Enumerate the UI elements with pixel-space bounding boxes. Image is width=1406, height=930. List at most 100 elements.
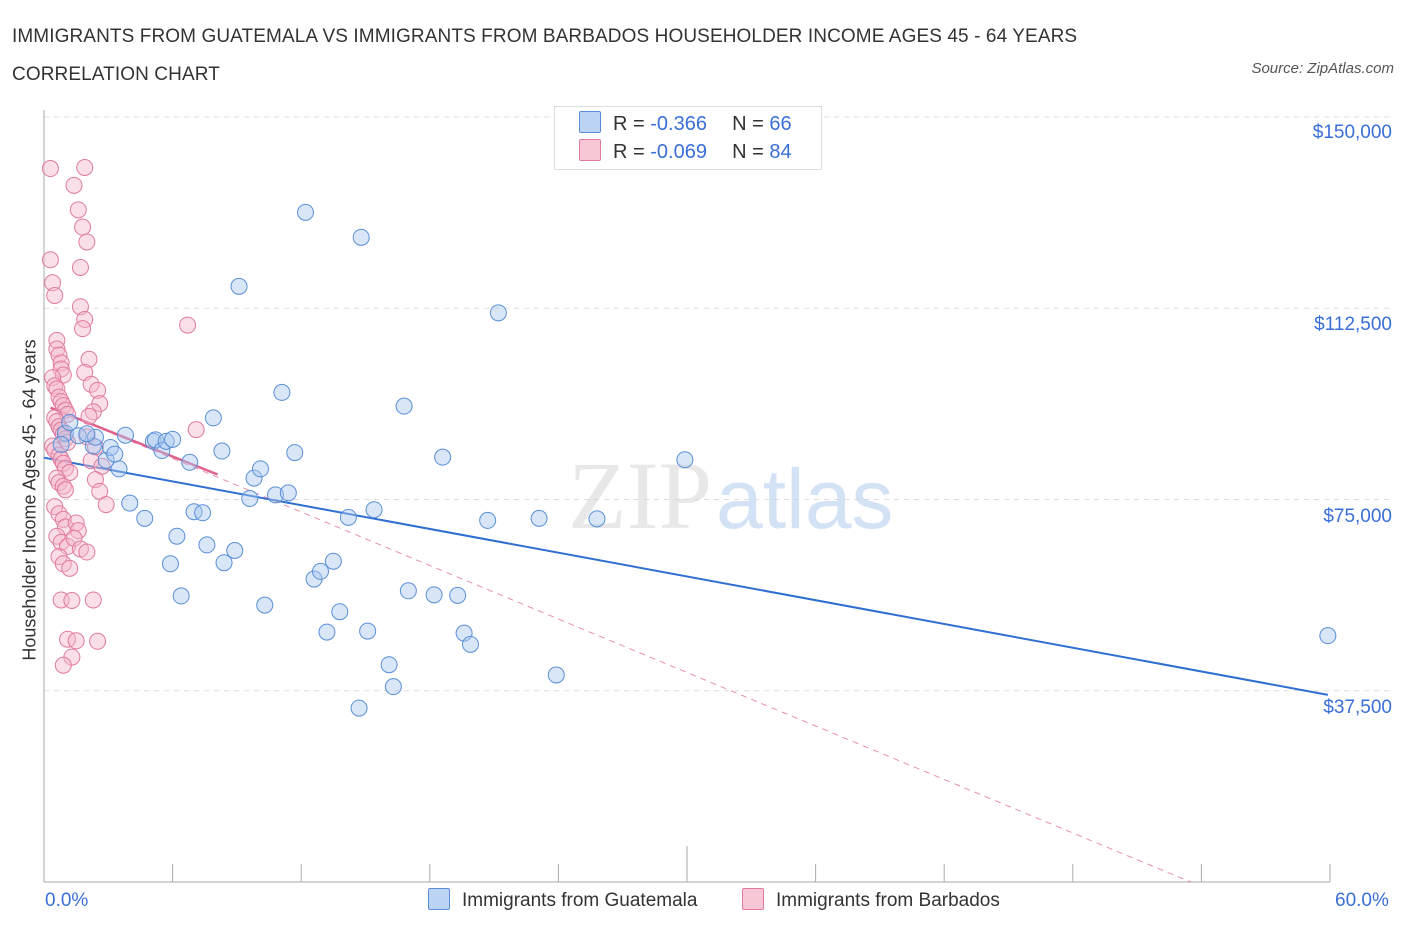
chart-title: IMMIGRANTS FROM GUATEMALA VS IMMIGRANTS … [12, 26, 1078, 85]
data-point-guatemala [462, 635, 480, 653]
data-point-barbados [82, 452, 100, 470]
data-point-guatemala [479, 511, 497, 529]
data-point-guatemala [588, 510, 606, 528]
data-point-barbados [44, 274, 62, 292]
data-point-guatemala [251, 460, 269, 478]
data-point-barbados [67, 632, 85, 650]
data-point-guatemala [296, 203, 314, 221]
data-point-barbados [41, 160, 59, 178]
data-point-guatemala [52, 435, 70, 453]
data-point-guatemala [449, 586, 467, 604]
data-point-guatemala [153, 442, 171, 460]
data-point-barbados [82, 375, 100, 393]
data-point-guatemala [185, 503, 203, 521]
watermark: ZIP atlas [568, 442, 893, 549]
data-point-barbados [65, 176, 83, 194]
data-point-guatemala [215, 554, 233, 572]
data-point-barbados [69, 522, 87, 540]
data-point-guatemala [311, 562, 329, 580]
data-point-guatemala [106, 445, 124, 463]
legend-r-label: R = [613, 141, 645, 163]
data-point-barbados [48, 527, 66, 545]
data-point-guatemala [136, 509, 154, 527]
trend-line-barbados [49, 406, 219, 476]
data-point-guatemala [116, 426, 134, 444]
data-point-guatemala [331, 603, 349, 621]
data-point-barbados [61, 559, 79, 577]
chart-source: Source: ZipAtlas.com [1251, 60, 1394, 77]
data-point-barbados [78, 233, 96, 251]
data-point-guatemala [324, 552, 342, 570]
data-point-guatemala [365, 501, 383, 519]
legend-n-label: N = [732, 113, 764, 135]
data-point-guatemala [56, 424, 74, 442]
data-points [41, 158, 1337, 717]
data-point-barbados [46, 287, 64, 304]
legend-swatch-guatemala [579, 111, 601, 133]
data-point-guatemala [204, 409, 222, 427]
data-point-guatemala [530, 509, 548, 527]
data-point-guatemala [273, 383, 291, 401]
data-point-guatemala [318, 623, 336, 641]
x-tick-label-min: 0.0% [45, 890, 89, 911]
legend-r-value-barbados: -0.069 [650, 141, 707, 163]
data-point-barbados [89, 381, 107, 399]
data-point-guatemala [399, 582, 417, 600]
data-point-barbados [65, 529, 83, 547]
data-point-guatemala [1319, 627, 1337, 645]
legend-row-barbados: R = -0.069 N = 84 [579, 139, 792, 165]
data-point-guatemala [213, 442, 231, 460]
data-point-guatemala [245, 469, 263, 487]
bottom-legend-label-guatemala: Immigrants from Guatemala [462, 890, 698, 911]
data-point-guatemala [172, 587, 190, 605]
bottom-legend-guatemala: Immigrants from Guatemala [428, 888, 697, 912]
data-point-guatemala [256, 596, 274, 614]
legend-r-value-guatemala: -0.366 [650, 113, 707, 135]
legend-r-label: R = [613, 113, 645, 135]
data-point-guatemala [97, 451, 115, 469]
data-point-barbados [54, 397, 72, 415]
data-point-barbados [74, 218, 92, 236]
data-point-guatemala [61, 413, 79, 431]
data-point-guatemala [434, 448, 452, 466]
data-point-guatemala [489, 304, 507, 322]
x-tick-label-max: 60.0% [1335, 890, 1389, 911]
data-point-guatemala [279, 484, 297, 502]
data-point-barbados [48, 331, 66, 349]
data-point-barbados [59, 630, 77, 648]
data-point-barbados [54, 656, 72, 674]
data-point-guatemala [157, 432, 175, 450]
legend-n-label: N = [732, 141, 764, 163]
data-point-guatemala [676, 451, 694, 469]
data-point-guatemala [230, 277, 248, 295]
data-point-guatemala [146, 431, 164, 449]
data-point-barbados [71, 298, 89, 316]
trend-line-barbados-extended [50, 407, 1191, 883]
data-point-barbados [74, 320, 92, 338]
data-point-barbados [61, 463, 79, 481]
bottom-legend-swatch-guatemala [428, 888, 450, 910]
data-point-barbados [179, 316, 197, 334]
data-point-barbados [69, 201, 87, 219]
data-point-barbados [63, 591, 81, 609]
data-point-guatemala [198, 536, 216, 554]
data-point-guatemala [110, 460, 128, 478]
data-point-guatemala [339, 508, 357, 526]
data-point-barbados [187, 421, 205, 439]
axes [43, 110, 1331, 883]
data-point-guatemala [425, 586, 443, 604]
data-point-guatemala [161, 555, 179, 573]
stats-legend: R = -0.366 N = 66 R = -0.069 N = 84 [554, 106, 822, 170]
y-tick-label: $75,000 [1323, 506, 1392, 527]
data-point-guatemala [266, 486, 284, 504]
data-point-barbados [97, 496, 115, 514]
y-tick-label: $37,500 [1323, 697, 1392, 718]
data-point-guatemala [350, 699, 368, 717]
y-tick-label: $112,500 [1314, 314, 1392, 335]
data-point-barbados [84, 591, 102, 609]
bottom-legend-swatch-barbados [742, 888, 764, 910]
data-point-guatemala [226, 542, 244, 559]
data-point-guatemala [359, 622, 377, 640]
bottom-legend-barbados: Immigrants from Barbados [742, 888, 1000, 912]
